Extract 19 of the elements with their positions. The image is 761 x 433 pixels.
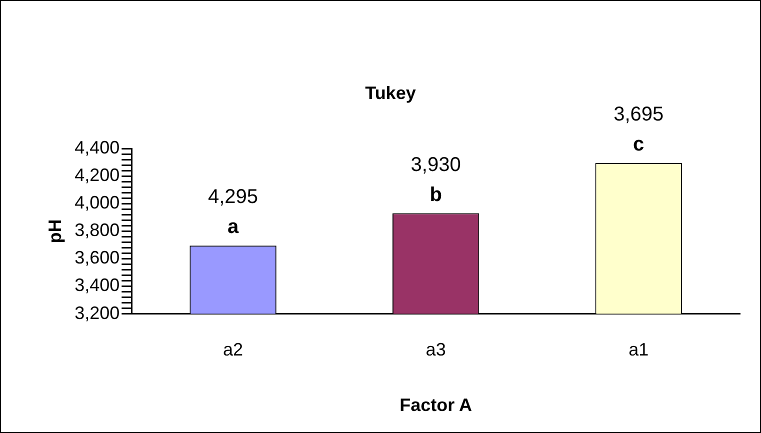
annotation: a xyxy=(227,216,240,238)
y-tick-label: 4,200 xyxy=(74,165,120,186)
annotation: 3,695 xyxy=(614,104,664,126)
chart-title: Tukey xyxy=(365,82,416,103)
y-tick-label: 3,600 xyxy=(74,248,120,268)
y-tick-label: 3,800 xyxy=(74,220,120,240)
annotation: 4,295 xyxy=(208,186,258,208)
annotation: c xyxy=(633,134,644,156)
annotation: 3,930 xyxy=(410,154,461,176)
x-tick-label: a2 xyxy=(223,340,244,360)
y-tick-label: 4,400 xyxy=(74,138,120,158)
y-tick-label: 3,200 xyxy=(74,302,120,323)
x-tick-label: a3 xyxy=(426,340,446,360)
x-tick-label: a1 xyxy=(628,340,649,360)
x-axis-title: Factor A xyxy=(400,395,472,416)
annotation: b xyxy=(430,184,442,206)
y-tick-label: 3,400 xyxy=(74,275,120,296)
y-axis-title: pH xyxy=(44,219,65,244)
y-tick-label: 4,000 xyxy=(74,192,120,213)
